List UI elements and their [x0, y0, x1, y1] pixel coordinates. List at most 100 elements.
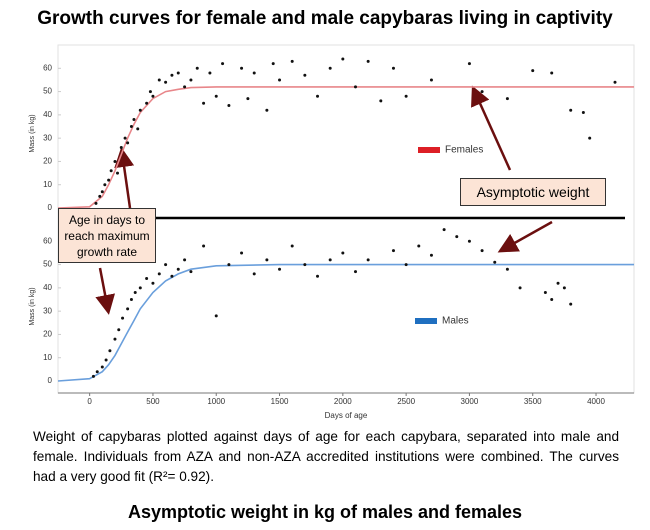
x-tick-label: 500 [146, 397, 160, 406]
data-point [170, 73, 174, 77]
data-point [613, 80, 617, 84]
data-point [129, 298, 133, 302]
data-point [429, 253, 433, 257]
data-point [240, 251, 244, 255]
data-point [183, 258, 187, 262]
data-point [108, 349, 112, 353]
data-point [227, 104, 231, 108]
y-axis-label: Mass (in kg) [29, 287, 36, 325]
data-point [227, 263, 231, 267]
data-point [278, 78, 282, 82]
data-point [133, 291, 137, 295]
data-point [328, 66, 332, 70]
data-point [556, 281, 560, 285]
x-tick-label: 3500 [524, 397, 542, 406]
data-point [543, 291, 547, 295]
data-point [379, 99, 383, 103]
data-point [91, 374, 95, 378]
y-tick-label: 40 [43, 110, 52, 119]
fit-curve [57, 86, 634, 209]
data-point [588, 136, 592, 140]
data-point [480, 249, 484, 253]
data-point [505, 267, 509, 271]
x-tick-label: 1500 [271, 397, 289, 406]
data-point [103, 183, 107, 187]
data-point [202, 101, 206, 105]
data-point [417, 244, 421, 248]
page-title: Growth curves for female and male capyba… [37, 8, 613, 29]
data-point [246, 97, 250, 101]
data-point [145, 277, 149, 281]
data-point [505, 97, 509, 101]
data-point [404, 263, 408, 267]
data-point [328, 258, 332, 262]
y-tick-label: 30 [43, 306, 52, 315]
data-point [391, 66, 395, 70]
data-point [132, 118, 136, 122]
data-point [151, 281, 155, 285]
data-point [252, 71, 256, 75]
y-tick-label: 50 [43, 87, 52, 96]
data-point [214, 314, 218, 318]
data-point [113, 337, 117, 341]
data-point [195, 66, 199, 70]
legend-label: Males [442, 316, 469, 327]
data-point [303, 73, 307, 77]
data-point [214, 94, 218, 98]
data-point [119, 145, 123, 149]
data-point [366, 59, 370, 63]
y-tick-label: 60 [43, 236, 52, 245]
legend-label: Females [445, 145, 483, 156]
data-point [221, 62, 225, 66]
annotation-box: Asymptotic weight [460, 178, 606, 206]
x-tick-label: 2000 [334, 397, 352, 406]
data-point [341, 251, 345, 255]
data-point [240, 66, 244, 70]
y-tick-label: 0 [48, 376, 53, 385]
data-point [117, 328, 121, 332]
data-point [115, 171, 119, 175]
y-tick-label: 20 [43, 157, 52, 166]
data-point [316, 274, 320, 278]
x-tick-label: 0 [87, 397, 92, 406]
data-point [404, 94, 408, 98]
x-tick-label: 2500 [397, 397, 415, 406]
legend-swatch [415, 318, 437, 324]
x-tick-label: 1000 [207, 397, 225, 406]
arrow [471, 85, 512, 171]
footer-title: Asymptotic weight in kg of males and fem… [127, 502, 523, 522]
data-point [164, 263, 168, 267]
data-point [550, 71, 554, 75]
data-point [176, 267, 180, 271]
data-point [341, 57, 345, 61]
data-point [208, 71, 212, 75]
data-point [170, 274, 174, 278]
annotation-box: Age in days to reach maximum growth rate [58, 208, 156, 263]
x-tick-label: 4000 [587, 397, 605, 406]
data-point [455, 235, 459, 239]
data-point [290, 59, 294, 63]
y-tick-label: 20 [43, 330, 52, 339]
data-point [138, 286, 142, 290]
data-point [157, 78, 161, 82]
data-point [136, 127, 140, 131]
data-point [100, 365, 104, 369]
data-point [157, 272, 161, 276]
data-point [126, 307, 130, 311]
y-tick-label: 40 [43, 283, 52, 292]
chart: 0 10 20 30 40 50 60 Mass (in kg) Females 0 10 20 30 4… [29, 44, 635, 420]
data-point [121, 316, 125, 320]
data-point [550, 298, 554, 302]
data-point [145, 101, 149, 105]
data-point [303, 263, 307, 267]
data-point [271, 62, 275, 66]
data-point [104, 358, 108, 362]
x-tick-label: 3000 [461, 397, 479, 406]
data-point [98, 194, 102, 198]
data-point [569, 108, 573, 112]
data-point [113, 159, 117, 163]
data-point [353, 270, 357, 274]
y-tick-label: 0 [48, 203, 53, 212]
data-point [391, 249, 395, 253]
data-point [189, 78, 193, 82]
